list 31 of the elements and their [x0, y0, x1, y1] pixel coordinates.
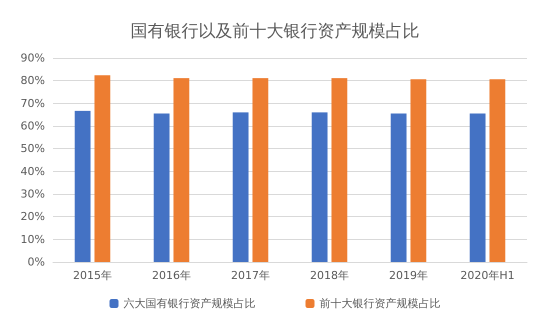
y-tick-label: 20%	[20, 210, 45, 224]
bar	[410, 79, 426, 262]
bar	[173, 78, 190, 262]
y-tick-label: 90%	[20, 52, 45, 64]
bar	[470, 114, 486, 262]
x-tick-label: 2020年H1	[460, 269, 515, 282]
bar	[312, 112, 328, 262]
y-tick-label: 50%	[20, 142, 45, 156]
bar	[232, 112, 249, 262]
chart-title: 国有银行以及前十大银行资产规模占比	[130, 22, 420, 42]
bar	[252, 78, 268, 262]
x-tick-label: 2016年	[152, 269, 191, 282]
bar	[94, 75, 110, 262]
y-tick-label: 0%	[28, 256, 45, 268]
x-tick-label: 2019年	[389, 269, 428, 282]
bar	[489, 79, 506, 262]
y-tick-label: 30%	[20, 188, 45, 200]
legend-label: 六大国有银行资产规模占比	[124, 297, 256, 310]
bar	[154, 114, 170, 262]
bar	[390, 114, 407, 262]
x-tick-label: 2017年	[231, 269, 270, 282]
y-tick-label: 70%	[20, 96, 45, 110]
y-tick-label: 80%	[20, 74, 45, 88]
legend-label: 前十大银行资产规模占比	[320, 297, 440, 310]
y-tick-label: 60%	[20, 120, 45, 132]
bar	[331, 78, 348, 262]
y-tick-label: 10%	[20, 232, 45, 246]
y-tick-label: 40%	[20, 164, 45, 178]
x-tick-label: 2015年	[73, 269, 112, 282]
x-tick-label: 2018年	[310, 269, 349, 282]
bar	[74, 110, 91, 262]
